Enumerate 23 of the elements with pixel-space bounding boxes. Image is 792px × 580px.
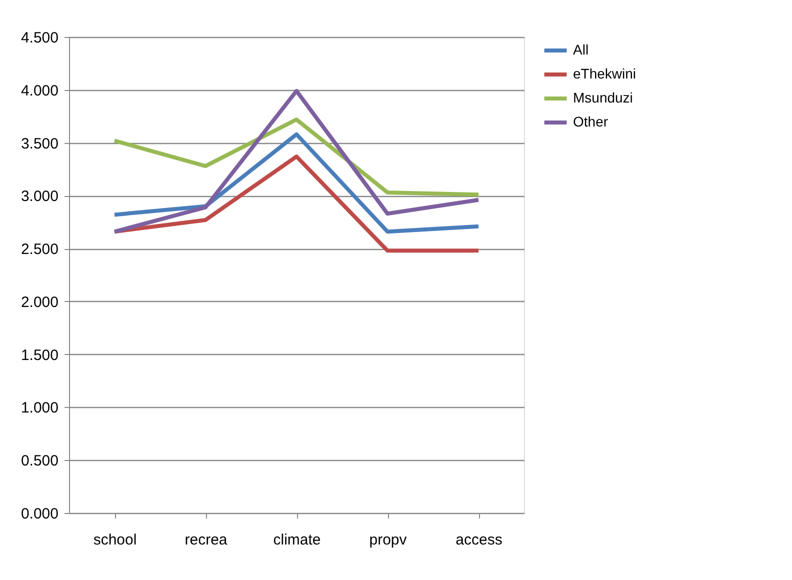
line-series — [112, 118, 480, 197]
x-tick-label: climate — [273, 532, 321, 548]
x-tick-label: access — [456, 532, 502, 548]
line-series — [112, 88, 480, 234]
y-tick-label: 0.500 — [20, 452, 58, 470]
y-tick-label: 1.500 — [20, 346, 58, 364]
line-series — [112, 154, 480, 253]
legend-label: eThekwini — [573, 66, 636, 82]
legend-label: Other — [573, 114, 608, 130]
y-tick-label: 0.000 — [20, 506, 58, 522]
y-tick-label: 4.000 — [20, 82, 58, 100]
x-tick-label: recrea — [184, 532, 228, 548]
legend-label: Msunduzi — [573, 90, 633, 106]
x-tick-label: school — [93, 532, 137, 548]
y-tick-label: 3.000 — [20, 188, 58, 206]
y-tick-label: 1.000 — [20, 400, 58, 417]
y-tick-label: 4.500 — [20, 30, 58, 46]
line-series — [112, 132, 480, 234]
legend-label: All — [573, 42, 589, 58]
x-tick-label: propv — [369, 532, 408, 548]
y-tick-label: 2.000 — [20, 294, 58, 311]
y-tick-label: 2.500 — [20, 241, 58, 258]
y-tick-label: 3.500 — [20, 135, 58, 152]
